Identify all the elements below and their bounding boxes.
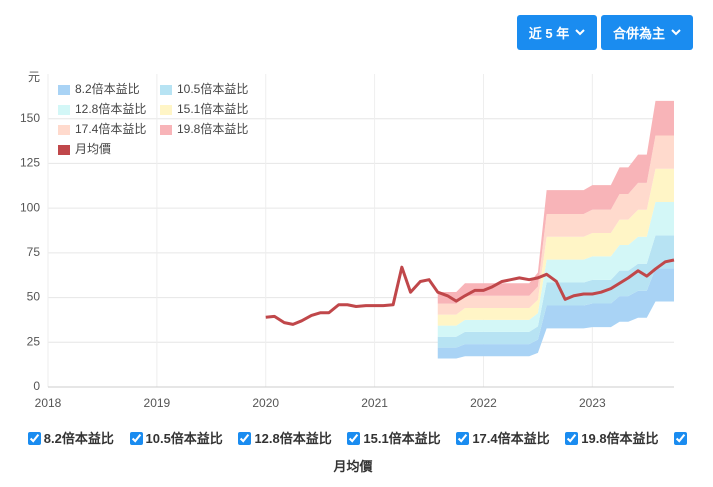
toggle-label: 19.8倍本益比 xyxy=(581,431,659,446)
range-button[interactable]: 近 5 年 xyxy=(517,15,597,50)
legend-label: 17.4倍本益比 xyxy=(75,121,146,136)
legend-label: 12.8倍本益比 xyxy=(75,101,146,116)
series-toggle[interactable]: 8.2倍本益比 xyxy=(27,431,114,446)
checkbox[interactable] xyxy=(565,432,579,445)
series-toggle[interactable]: 19.8倍本益比 xyxy=(565,431,659,446)
legend-swatch xyxy=(58,85,70,95)
band-area xyxy=(437,100,674,304)
series-toggle[interactable]: 15.1倍本益比 xyxy=(347,431,441,446)
y-tick-label: 25 xyxy=(27,334,41,348)
band-area xyxy=(437,268,674,359)
x-tick-label: 2022 xyxy=(470,396,497,410)
chart: 元 0 25 50 75 100 125 150 2018 2019 2020 2021 2022 20… xyxy=(20,70,675,410)
series-toggle[interactable]: 17.4倍本益比 xyxy=(456,431,550,446)
checkbox[interactable] xyxy=(347,432,361,445)
price-line xyxy=(265,258,675,326)
toggle-label: 15.1倍本益比 xyxy=(363,431,441,446)
x-tick-label: 2018 xyxy=(35,396,62,410)
checkbox[interactable] xyxy=(674,432,688,445)
x-tick-label: 2021 xyxy=(361,396,388,410)
button-label: 近 5 年 xyxy=(528,26,570,41)
x-tick-label: 2020 xyxy=(252,396,279,410)
series-toggle[interactable]: 12.8倍本益比 xyxy=(238,431,332,446)
series-toggle[interactable]: 月均價 xyxy=(333,431,690,474)
band-area xyxy=(437,135,674,315)
toggle-label: 12.8倍本益比 xyxy=(254,431,332,446)
legend-swatch xyxy=(160,125,172,135)
legend-swatch xyxy=(58,125,70,135)
x-tick-label: 2019 xyxy=(144,396,171,410)
legend-swatch xyxy=(160,85,172,95)
band-area xyxy=(437,168,674,326)
basis-button[interactable]: 合併為主 xyxy=(601,15,693,50)
legend-swatch xyxy=(58,105,70,115)
band-area xyxy=(437,235,674,348)
toggle-label: 17.4倍本益比 xyxy=(472,431,550,446)
legend-swatch xyxy=(58,145,70,155)
y-tick-label: 0 xyxy=(33,379,40,393)
checkbox[interactable] xyxy=(129,432,143,445)
y-tick-label: 125 xyxy=(20,156,40,170)
y-tick-label: 150 xyxy=(20,111,40,125)
chevron xyxy=(671,28,681,35)
series-toggle[interactable]: 10.5倍本益比 xyxy=(129,431,223,446)
y-axis-title: 元 xyxy=(28,70,40,84)
legend-label: 月均價 xyxy=(75,142,111,156)
legend-label: 19.8倍本益比 xyxy=(177,121,248,136)
legend: 8.2倍本益比 10.5倍本益比 12.8倍本益比 15.1倍本益比 17.4倍本益比 1… xyxy=(58,81,248,156)
checkbox[interactable] xyxy=(238,432,252,445)
x-tick-label: 2023 xyxy=(579,396,606,410)
band-area xyxy=(437,202,674,337)
y-tick-label: 75 xyxy=(27,245,41,259)
checkbox[interactable] xyxy=(456,432,470,445)
chevron xyxy=(575,28,585,35)
series-toggles: 8.2倍本益比 10.5倍本益比 12.8倍本益比 15.1倍本益比 17.4倍… xyxy=(20,425,692,481)
toggle-label: 8.2倍本益比 xyxy=(43,431,114,446)
toggle-label: 月均價 xyxy=(333,459,373,474)
y-tick-label: 50 xyxy=(27,290,41,304)
y-tick-label: 100 xyxy=(20,200,40,214)
legend-label: 15.1倍本益比 xyxy=(177,101,248,116)
legend-label: 10.5倍本益比 xyxy=(177,81,248,96)
checkbox[interactable] xyxy=(27,432,41,445)
legend-label: 8.2倍本益比 xyxy=(75,81,140,96)
legend-swatch xyxy=(160,105,172,115)
button-label: 合併為主 xyxy=(612,26,665,41)
toggle-label: 10.5倍本益比 xyxy=(145,431,223,446)
